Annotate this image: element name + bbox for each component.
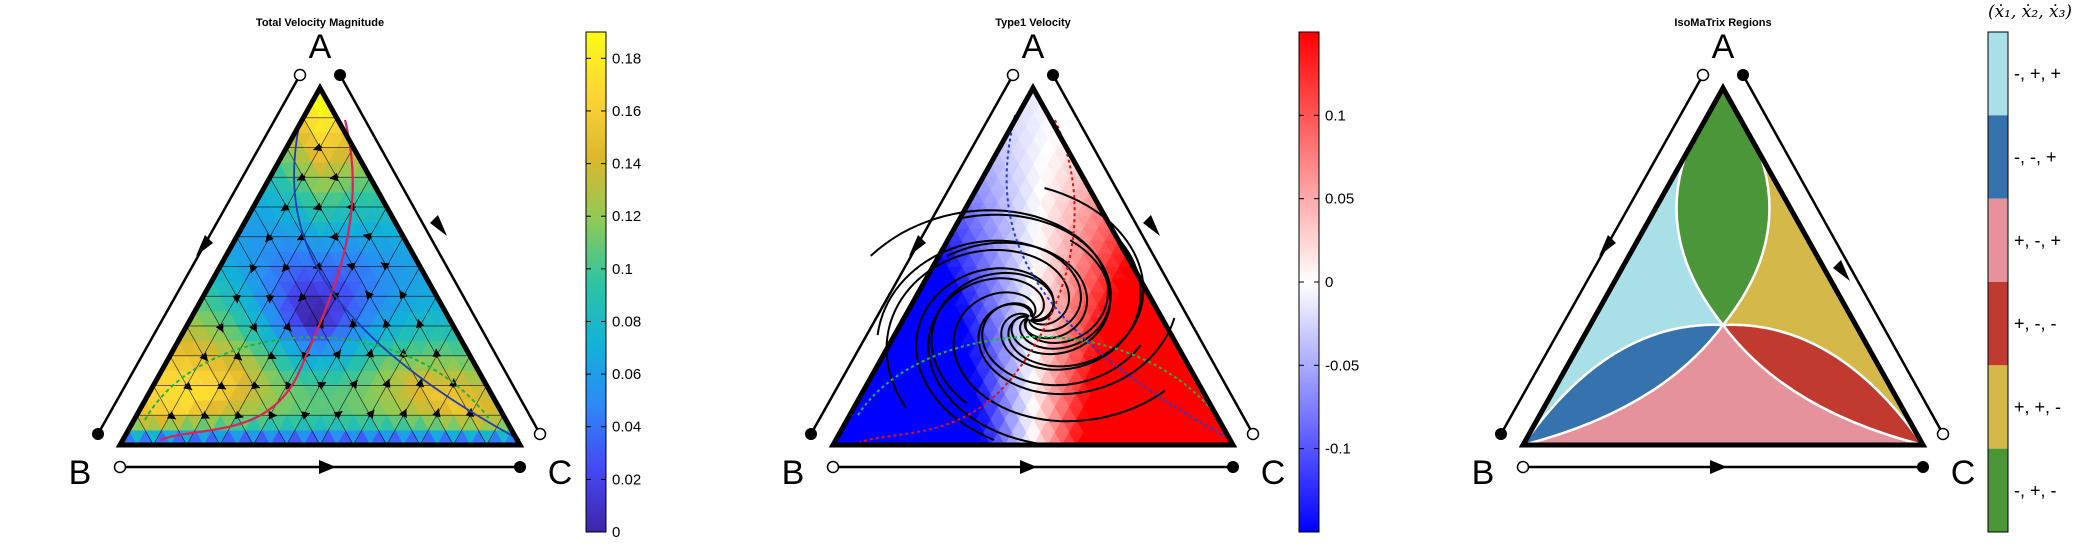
fixed-point-open — [535, 429, 546, 440]
fixed-point-solid — [1495, 428, 1507, 440]
fixed-point-solid — [805, 428, 817, 440]
category-swatch — [1988, 199, 2008, 282]
arrowhead-icon — [196, 235, 213, 256]
colorbar-tick-label: -0.05 — [1325, 357, 1359, 374]
category-label: -, +, + — [2014, 64, 2061, 84]
colorbar-tick-label: 0.05 — [1325, 191, 1354, 208]
colorbar-tick-label: -0.1 — [1325, 441, 1351, 458]
vertex-label-B: B — [69, 454, 92, 492]
fixed-point-solid — [1917, 461, 1929, 473]
category-label: -, +, - — [2014, 480, 2057, 500]
panel-type1-velocity: Type1 Velocity A B C 0.10.050-0.05-0.1 — [782, 17, 1360, 532]
arrowhead-icon — [430, 215, 447, 236]
arrowhead-icon — [319, 460, 336, 474]
fixed-point-solid — [514, 461, 526, 473]
colorbar-tick-label: 0.1 — [1325, 107, 1346, 124]
vertex-label-B: B — [782, 454, 805, 492]
vertex-label-A: A — [309, 28, 332, 66]
vertex-label-B: B — [1472, 454, 1495, 492]
colorbar1 — [586, 32, 606, 532]
colorbar-tick-label: 0.14 — [612, 156, 641, 173]
fixed-point-solid — [1227, 461, 1239, 473]
colorbar-tick-label: 0.16 — [612, 103, 641, 120]
arrowhead-icon — [1020, 460, 1037, 474]
fixed-point-open — [295, 70, 306, 81]
category-label: -, -, + — [2014, 147, 2057, 167]
fixed-point-open — [828, 462, 839, 473]
category-swatch — [1988, 449, 2008, 532]
colorbar-tick-label: 0.02 — [612, 471, 641, 488]
category-swatch — [1988, 365, 2008, 448]
colorbar-tick-label: 0.18 — [612, 50, 641, 67]
region-map — [1523, 88, 1923, 445]
colorbar3-label: (ẋ₁, ẋ₂, ẋ₃) — [1988, 2, 2072, 22]
vertex-label-A: A — [1022, 28, 1045, 66]
category-swatch — [1988, 32, 2008, 115]
panel-isomatrix-regions: IsoMaTrix Regions — [1472, 2, 2072, 532]
fixed-point-open — [1248, 429, 1259, 440]
arrowhead-icon — [1599, 235, 1616, 256]
arrowhead-icon — [909, 235, 926, 256]
colorbar-tick-label: 0.04 — [612, 419, 641, 436]
vertex-label-C: C — [1951, 454, 1976, 492]
panel-total-velocity: Total Velocity Magnitude A B C 0.1 — [69, 17, 642, 541]
vertex-label-C: C — [548, 454, 573, 492]
fixed-point-solid — [334, 69, 346, 81]
category-swatch — [1988, 282, 2008, 365]
fixed-point-solid — [1047, 69, 1059, 81]
fixed-point-open — [1518, 462, 1529, 473]
fixed-point-solid — [92, 428, 104, 440]
category-label: +, +, - — [2014, 397, 2061, 417]
fixed-point-solid — [1737, 69, 1749, 81]
category-label: +, -, - — [2014, 314, 2057, 334]
colorbar-tick-label: 0.1 — [612, 261, 633, 278]
vertex-label-C: C — [1261, 454, 1286, 492]
fixed-point-open — [115, 462, 126, 473]
colorbar3-categorical: -, +, + -, -, + +, -, + +, -, - +, +, - -, +,… — [1988, 32, 2061, 532]
fixed-point-open — [1938, 429, 1949, 440]
fixed-point-open — [1008, 70, 1019, 81]
vertex-label-A: A — [1712, 28, 1735, 66]
colorbar-tick-label: 0.12 — [612, 208, 641, 225]
colorbar-tick-label: 0 — [612, 524, 620, 541]
colorbar-tick-label: 0 — [1325, 274, 1333, 291]
arrowhead-icon — [1710, 460, 1727, 474]
category-swatch — [1988, 115, 2008, 198]
category-label: +, -, + — [2014, 230, 2061, 250]
colorbar-tick-label: 0.06 — [612, 366, 641, 383]
colorbar-tick-label: 0.08 — [612, 313, 641, 330]
fixed-point-open — [1698, 70, 1709, 81]
arrowhead-icon — [1143, 215, 1160, 236]
